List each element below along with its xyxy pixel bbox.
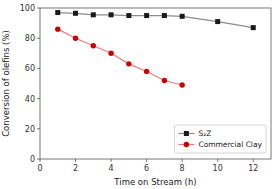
x-tick-label: 2 xyxy=(73,164,78,173)
y-tick-label: 20 xyxy=(25,125,35,134)
x-tick-label: 8 xyxy=(180,164,185,173)
legend-label: S₂Z xyxy=(198,129,211,138)
y-axis-label: Conversion of olefins (%) xyxy=(1,30,11,137)
y-tick xyxy=(37,128,40,129)
data-point xyxy=(162,13,167,18)
x-tick-label: 12 xyxy=(248,164,258,173)
x-tick-label: 6 xyxy=(144,164,149,173)
data-point xyxy=(109,12,114,17)
y-tick xyxy=(37,38,40,39)
x-tick xyxy=(75,159,76,162)
plot-data xyxy=(55,10,256,88)
data-point xyxy=(215,19,220,24)
x-tick xyxy=(146,159,147,162)
chart: 0 2 4 6 8 10 12 0 20 40 60 80 100 Time on Stream (h) C… xyxy=(0,0,279,189)
x-axis-label: Time on Stream (h) xyxy=(113,177,196,187)
legend-box xyxy=(174,125,266,153)
data-point xyxy=(108,51,113,56)
data-point xyxy=(144,13,149,18)
legend-marker xyxy=(184,131,189,136)
y-tick-label: 40 xyxy=(25,95,35,104)
data-point xyxy=(73,11,78,16)
y-tick-label: 80 xyxy=(25,34,35,43)
legend: S₂Z Commercial Clay xyxy=(174,125,266,153)
data-point xyxy=(91,43,96,48)
y-tick xyxy=(37,68,40,69)
data-point xyxy=(73,36,78,41)
series-line xyxy=(58,29,182,85)
series-line xyxy=(58,13,253,28)
legend-marker xyxy=(184,142,189,147)
y-tick xyxy=(37,159,40,160)
y-tick-label: 100 xyxy=(20,4,35,13)
x-tick xyxy=(40,159,41,162)
data-point xyxy=(126,13,131,18)
x-tick xyxy=(182,159,183,162)
x-tick xyxy=(111,159,112,162)
x-tick xyxy=(217,159,218,162)
data-point xyxy=(179,82,184,87)
data-point xyxy=(162,78,167,83)
x-tick-label: 4 xyxy=(109,164,114,173)
y-tick xyxy=(37,8,40,9)
y-tick xyxy=(37,98,40,99)
data-point xyxy=(126,61,131,66)
x-tick-label: 0 xyxy=(37,164,42,173)
data-point xyxy=(144,69,149,74)
x-tick-label: 10 xyxy=(213,164,223,173)
y-tick-label: 0 xyxy=(30,155,35,164)
data-point xyxy=(180,14,185,19)
plot-frame xyxy=(40,8,271,159)
x-tick xyxy=(253,159,254,162)
data-point xyxy=(91,12,96,17)
chart-container: 0 2 4 6 8 10 12 0 20 40 60 80 100 Time on Stream (h) C… xyxy=(0,0,279,189)
data-point xyxy=(251,25,256,30)
y-tick-label: 60 xyxy=(25,64,35,73)
legend-label: Commercial Clay xyxy=(198,140,262,149)
data-point xyxy=(55,26,60,31)
data-point xyxy=(55,10,60,15)
